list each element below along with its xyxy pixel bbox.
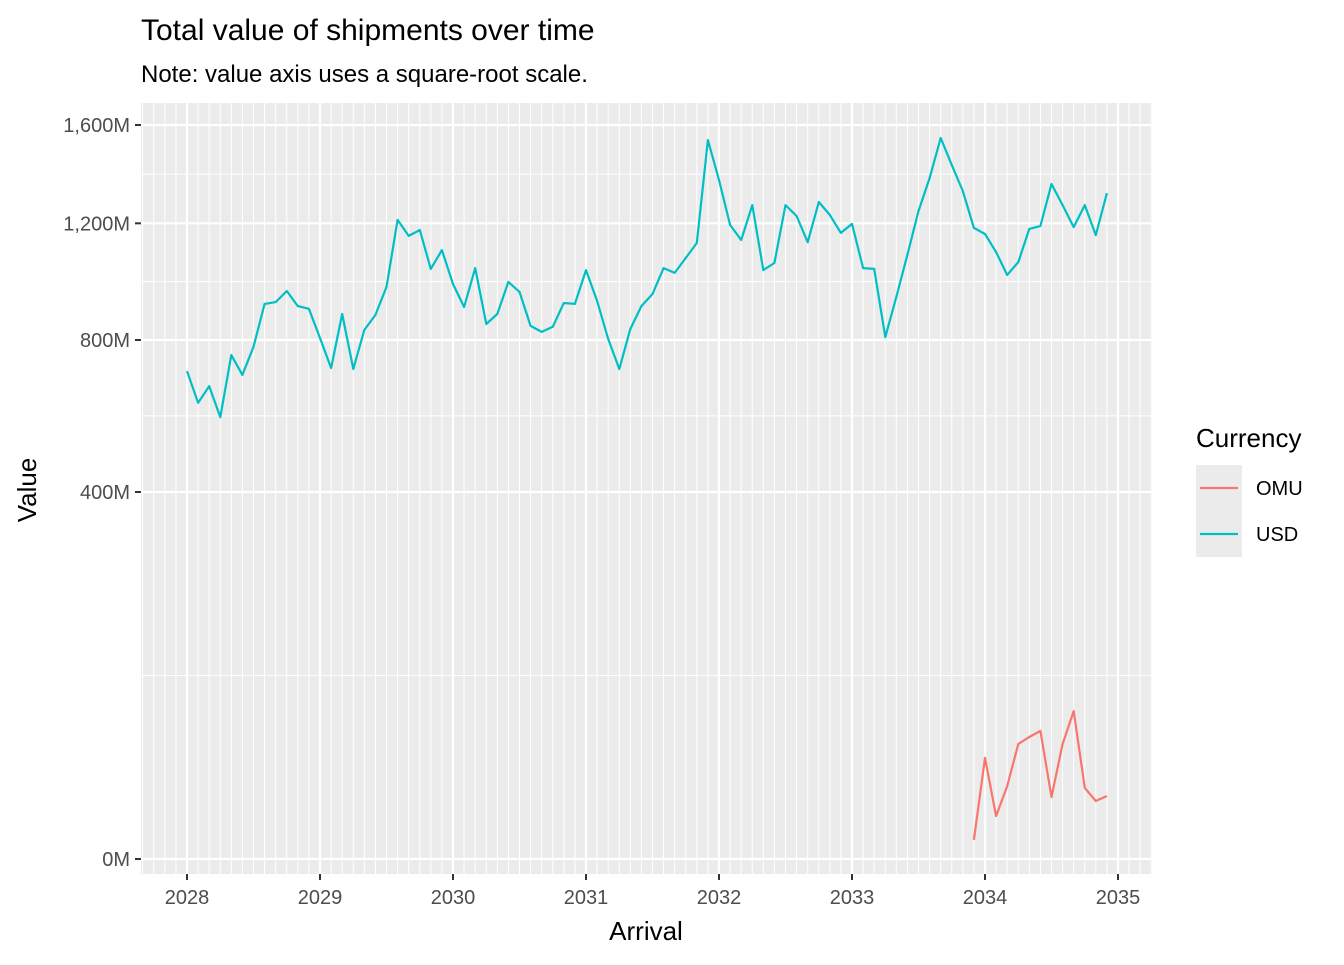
- legend-title: Currency: [1196, 423, 1301, 453]
- series-line-omu: [972, 709, 1108, 840]
- y-tick-label: 1,600M: [63, 115, 130, 137]
- series-line-usd: [185, 136, 1108, 419]
- series-lines: [185, 136, 1108, 840]
- chart-subtitle: Note: value axis uses a square-root scal…: [141, 61, 588, 88]
- legend-label: OMU: [1256, 478, 1303, 500]
- x-axis-label: Arrival: [609, 916, 683, 946]
- y-tick-label: 1,200M: [63, 213, 130, 235]
- y-tick-label: 0M: [102, 849, 130, 871]
- legend: Currency OMU USD: [1196, 423, 1303, 557]
- legend-label: USD: [1256, 524, 1298, 546]
- x-tick-label: 2035: [1096, 887, 1141, 909]
- x-tick-label: 2030: [431, 887, 476, 909]
- x-tick-label: 2034: [963, 887, 1008, 909]
- y-tick-label: 800M: [80, 330, 130, 352]
- x-tick-label: 2031: [564, 887, 609, 909]
- grid-lines: [141, 103, 1152, 874]
- x-tick-label: 2029: [298, 887, 343, 909]
- chart-title: Total value of shipments over time: [141, 14, 595, 47]
- x-tick-label: 2028: [165, 887, 210, 909]
- plot-panel: [141, 103, 1152, 874]
- x-tick-label: 2032: [697, 887, 742, 909]
- x-tick-label: 2033: [830, 887, 875, 909]
- y-tick-label: 400M: [80, 482, 130, 504]
- y-axis-label: Value: [12, 458, 42, 523]
- axes: 2028 2029 2030 2031 2032 2033 2034 2035 0M 400M 80…: [63, 115, 1140, 909]
